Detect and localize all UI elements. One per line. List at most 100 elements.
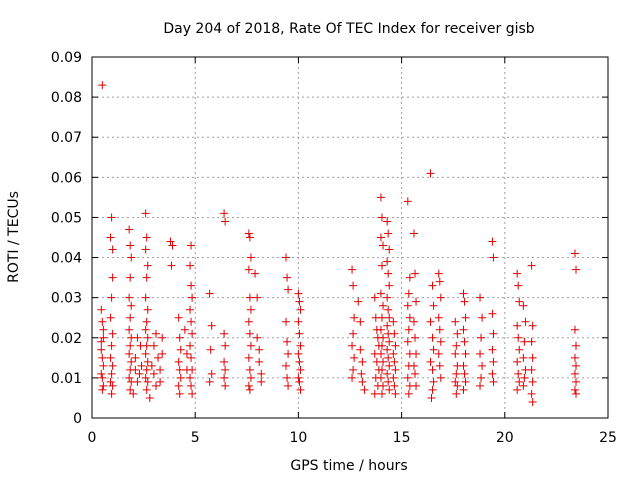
data-point (221, 341, 230, 350)
data-point (284, 381, 293, 390)
data-point (141, 373, 150, 382)
data-point (133, 377, 142, 386)
plot-frame (91, 56, 609, 419)
data-point (106, 377, 115, 386)
data-point (411, 369, 420, 378)
data-point (294, 349, 303, 358)
data-point (282, 317, 291, 326)
data-point (187, 353, 196, 362)
data-point (158, 333, 167, 342)
data-point (488, 309, 497, 318)
data-point (477, 373, 486, 382)
data-point (379, 301, 388, 310)
y-tick-label: 0 (73, 411, 82, 427)
data-point (376, 289, 385, 298)
data-point (245, 233, 254, 242)
data-point (180, 325, 189, 334)
data-point (141, 325, 150, 334)
data-point (451, 349, 460, 358)
data-point (174, 313, 183, 322)
data-point (572, 389, 581, 398)
data-point (188, 293, 197, 302)
data-point (205, 377, 214, 386)
data-point (245, 329, 254, 338)
data-point (356, 345, 365, 354)
data-point (143, 305, 152, 314)
data-point (488, 237, 497, 246)
data-point (409, 361, 418, 370)
data-point (296, 365, 305, 374)
data-point (244, 353, 253, 362)
data-point (488, 345, 497, 354)
data-point (244, 265, 253, 274)
data-point (253, 293, 262, 302)
data-point (176, 373, 185, 382)
data-point (220, 209, 229, 218)
y-tick-label: 0.09 (51, 50, 82, 66)
data-point (143, 357, 152, 366)
data-point (255, 345, 264, 354)
data-point (125, 325, 134, 334)
data-point (427, 393, 436, 402)
data-point (98, 81, 107, 90)
data-point (459, 325, 468, 334)
data-point (295, 297, 304, 306)
data-point (376, 233, 385, 242)
data-point (476, 293, 485, 302)
data-point (377, 341, 386, 350)
data-point (570, 385, 579, 394)
data-point (206, 345, 215, 354)
data-point (125, 349, 134, 358)
data-point (409, 317, 418, 326)
data-point (379, 357, 388, 366)
data-point (131, 365, 140, 374)
data-point (282, 361, 291, 370)
data-point (403, 373, 412, 382)
data-point (349, 329, 358, 338)
data-point (377, 389, 386, 398)
data-point (489, 329, 498, 338)
data-point (379, 381, 388, 390)
data-point (98, 353, 107, 362)
y-tick-label: 0.05 (51, 210, 82, 226)
data-point (295, 357, 304, 366)
data-point (459, 361, 468, 370)
data-point (461, 313, 470, 322)
data-point (451, 377, 460, 386)
data-point (429, 377, 438, 386)
data-point (188, 389, 197, 398)
data-point (283, 337, 292, 346)
data-point (99, 325, 108, 334)
data-point (149, 341, 158, 350)
y-tick-label: 0.04 (51, 251, 82, 267)
data-point (376, 373, 385, 382)
data-point (434, 313, 443, 322)
data-point (404, 289, 413, 298)
data-point (370, 293, 379, 302)
data-point (426, 357, 435, 366)
data-point (528, 377, 537, 386)
data-point (154, 353, 163, 362)
data-point (360, 385, 369, 394)
data-point (97, 305, 106, 314)
x-axis-label: GPS time / hours (290, 458, 407, 474)
data-point (451, 317, 460, 326)
data-point (436, 373, 445, 382)
data-point (186, 305, 195, 314)
data-point (476, 349, 485, 358)
data-point (142, 341, 151, 350)
data-point (384, 269, 393, 278)
data-point (570, 369, 579, 378)
data-point (385, 245, 394, 254)
data-point (358, 377, 367, 386)
data-point (377, 365, 386, 374)
data-point (99, 361, 108, 370)
data-point (489, 253, 498, 262)
data-point (257, 369, 266, 378)
data-point (348, 341, 357, 350)
data-point (133, 333, 142, 342)
data-point (488, 369, 497, 378)
data-point (409, 229, 418, 238)
data-point (453, 329, 462, 338)
data-point (108, 245, 117, 254)
